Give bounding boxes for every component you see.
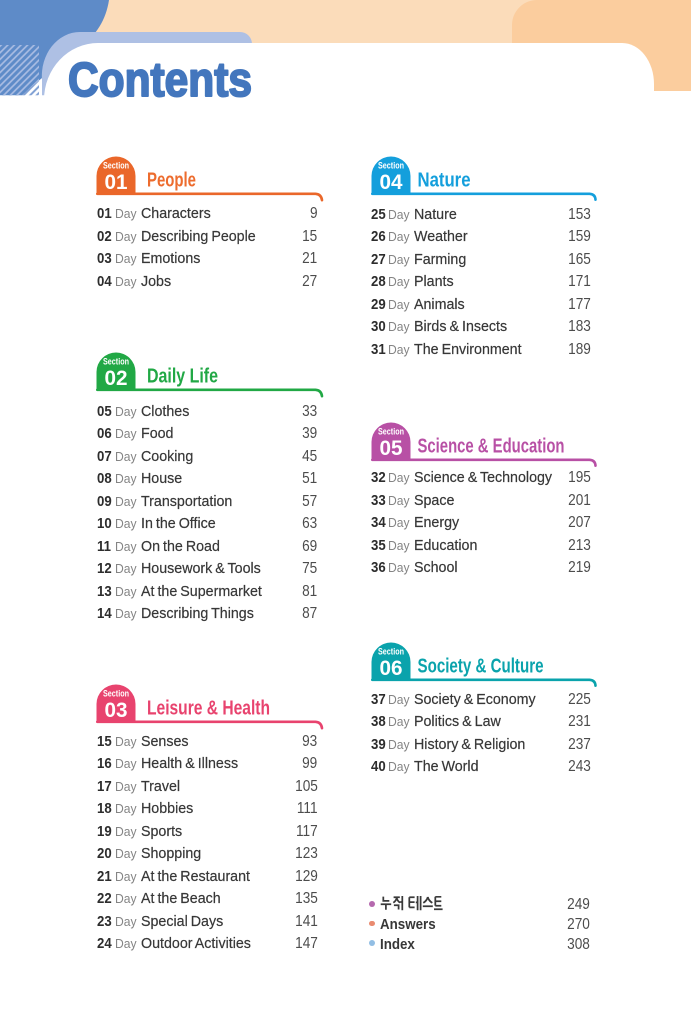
svg-text:Section: Section — [103, 160, 129, 170]
svg-text:02: 02 — [105, 366, 128, 390]
svg-text:Section: Section — [378, 646, 404, 656]
svg-text:03: 03 — [105, 698, 128, 722]
svg-text:Daily Life: Daily Life — [147, 364, 218, 387]
svg-text:04: 04 — [379, 170, 402, 194]
svg-text:01: 01 — [105, 170, 128, 194]
svg-text:Nature: Nature — [417, 168, 470, 191]
svg-text:Section: Section — [378, 427, 404, 437]
svg-text:Society & Culture: Society & Culture — [417, 654, 543, 677]
svg-text:Section: Section — [103, 689, 129, 699]
svg-text:06: 06 — [379, 656, 402, 680]
svg-text:Science & Education: Science & Education — [417, 434, 564, 457]
svg-text:People: People — [147, 168, 196, 191]
svg-text:Contents: Contents — [68, 54, 252, 107]
svg-text:Section: Section — [378, 160, 404, 170]
svg-text:05: 05 — [379, 436, 402, 460]
svg-text:Leisure & Health: Leisure & Health — [147, 696, 270, 719]
svg-text:Section: Section — [103, 356, 129, 366]
